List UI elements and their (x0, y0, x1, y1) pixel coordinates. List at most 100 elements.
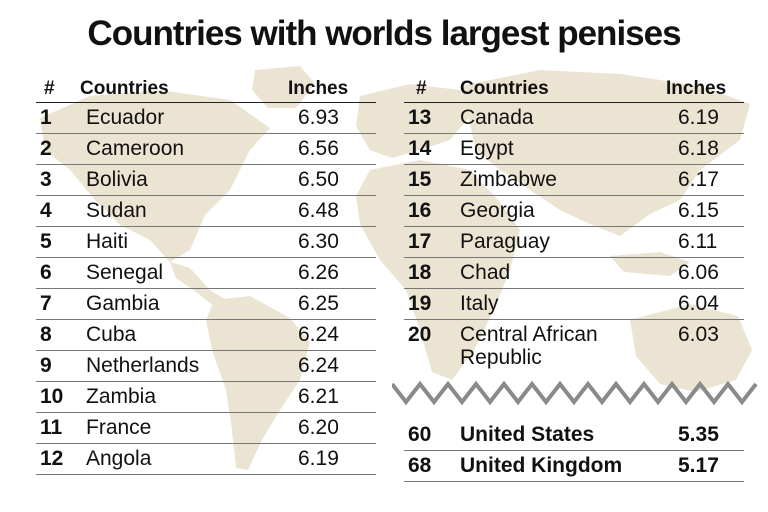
country-cell: Bolivia (86, 168, 148, 191)
table-row: 12 Angola 6.19 (36, 444, 376, 475)
inches-cell: 6.24 (298, 323, 339, 346)
inches-cell: 6.56 (298, 137, 339, 160)
inches-cell: 5.35 (678, 423, 719, 446)
country-cell: Zimbabwe (460, 168, 557, 191)
inches-cell: 6.04 (678, 292, 719, 315)
table-row: 10 Zambia 6.21 (36, 382, 376, 413)
map-greenland (252, 66, 315, 108)
page-title: Countries with worlds largest penises (87, 14, 681, 53)
country-cell: Zambia (86, 385, 157, 408)
inches-cell: 6.20 (298, 416, 339, 439)
country-cell: United Kingdom (460, 454, 623, 477)
rank-cell: 20 (408, 323, 432, 346)
header-countries: Countries (80, 78, 169, 99)
country-cell: Central African Republic (460, 323, 598, 369)
country-cell: Sudan (86, 199, 147, 222)
header-inches: Inches (666, 78, 727, 99)
inches-cell: 6.24 (298, 354, 339, 377)
rank-cell: 19 (408, 292, 432, 315)
rank-cell: 12 (40, 447, 64, 470)
inches-cell: 6.19 (298, 447, 339, 470)
table-header: # Countries Inches (36, 74, 376, 103)
table-row: 60 United States 5.35 (404, 420, 744, 451)
country-cell: Georgia (460, 199, 535, 222)
inches-cell: 6.50 (298, 168, 339, 191)
inches-cell: 6.03 (678, 323, 719, 346)
table-row: 17 Paraguay 6.11 (404, 227, 744, 258)
rank-cell: 10 (40, 385, 64, 408)
inches-cell: 6.17 (678, 168, 719, 191)
table-row: 16 Georgia 6.15 (404, 196, 744, 227)
inches-cell: 6.30 (298, 230, 339, 253)
rank-cell: 5 (40, 230, 52, 253)
rank-cell: 8 (40, 323, 52, 346)
country-cell: Haiti (86, 230, 129, 253)
country-cell: Ecuador (86, 106, 165, 129)
rank-cell: 6 (40, 261, 52, 284)
country-cell: Netherlands (86, 354, 200, 377)
map-asia (460, 70, 750, 236)
inches-cell: 6.93 (298, 106, 339, 129)
rank-cell: 68 (408, 454, 432, 477)
inches-cell: 6.15 (678, 199, 719, 222)
table-row: 19 Italy 6.04 (404, 289, 744, 320)
inches-cell: 6.26 (298, 261, 339, 284)
country-cell: Paraguay (460, 230, 550, 253)
table-row: 15 Zimbabwe 6.17 (404, 165, 744, 196)
table-row: 68 United Kingdom 5.17 (404, 451, 744, 482)
rank-cell: 13 (408, 106, 432, 129)
country-cell: Cameroon (86, 137, 185, 160)
rank-cell: 1 (40, 106, 52, 129)
map-africa (356, 160, 520, 380)
rank-cell: 17 (408, 230, 432, 253)
table-row: 3 Bolivia 6.50 (36, 165, 376, 196)
rank-cell: 11 (40, 416, 63, 439)
inches-cell: 6.06 (678, 261, 719, 284)
rank-cell: 9 (40, 354, 52, 377)
table-row: 7 Gambia 6.25 (36, 289, 376, 320)
table-row: 6 Senegal 6.26 (36, 258, 376, 289)
country-cell: Gambia (86, 292, 160, 315)
header-countries: Countries (460, 78, 549, 99)
inches-cell: 6.48 (298, 199, 339, 222)
rank-cell: 15 (408, 168, 432, 191)
country-cell: Egypt (460, 137, 514, 160)
rank-cell: 14 (408, 137, 432, 160)
table-row: 1 Ecuador 6.93 (36, 103, 376, 134)
inches-cell: 5.17 (678, 454, 719, 477)
country-cell: Senegal (86, 261, 164, 284)
inches-cell: 6.25 (298, 292, 339, 315)
table-row: 9 Netherlands 6.24 (36, 351, 376, 382)
zigzag-divider (392, 380, 758, 406)
inches-cell: 6.11 (678, 230, 718, 253)
inches-cell: 6.19 (678, 106, 719, 129)
table-row: 18 Chad 6.06 (404, 258, 744, 289)
rank-cell: 60 (408, 423, 432, 446)
ranking-table-left: # Countries Inches 1 Ecuador 6.93 2 Cameroo… (36, 74, 376, 475)
inches-cell: 6.18 (678, 137, 719, 160)
country-cell: France (86, 416, 152, 439)
rank-cell: 4 (40, 199, 52, 222)
header-rank: # (416, 78, 427, 99)
rank-cell: 3 (40, 168, 52, 191)
country-cell: Angola (86, 447, 152, 470)
country-cell: Italy (460, 292, 499, 315)
table-row: 14 Egypt 6.18 (404, 134, 744, 165)
table-row: 11 France 6.20 (36, 413, 376, 444)
table-row: 5 Haiti 6.30 (36, 227, 376, 258)
table-row: 13 Canada 6.19 (404, 103, 744, 134)
country-cell: Chad (460, 261, 511, 284)
map-australia (630, 304, 752, 392)
rank-cell: 16 (408, 199, 432, 222)
table-row: 8 Cuba 6.24 (36, 320, 376, 351)
table-row: 20 Central African Republic 6.03 (404, 320, 744, 376)
header-rank: # (44, 78, 55, 99)
country-cell: Cuba (86, 323, 137, 346)
rank-cell: 18 (408, 261, 432, 284)
extra-ranking-rows: 60 United States 5.35 68 United Kingdom 5.17 (404, 420, 744, 482)
table-row: 4 Sudan 6.48 (36, 196, 376, 227)
rank-cell: 7 (40, 292, 52, 315)
map-central-america (170, 262, 226, 306)
table-header: # Countries Inches (404, 74, 744, 103)
ranking-table-right: # Countries Inches 13 Canada 6.19 14 Egypt 6… (404, 74, 744, 376)
